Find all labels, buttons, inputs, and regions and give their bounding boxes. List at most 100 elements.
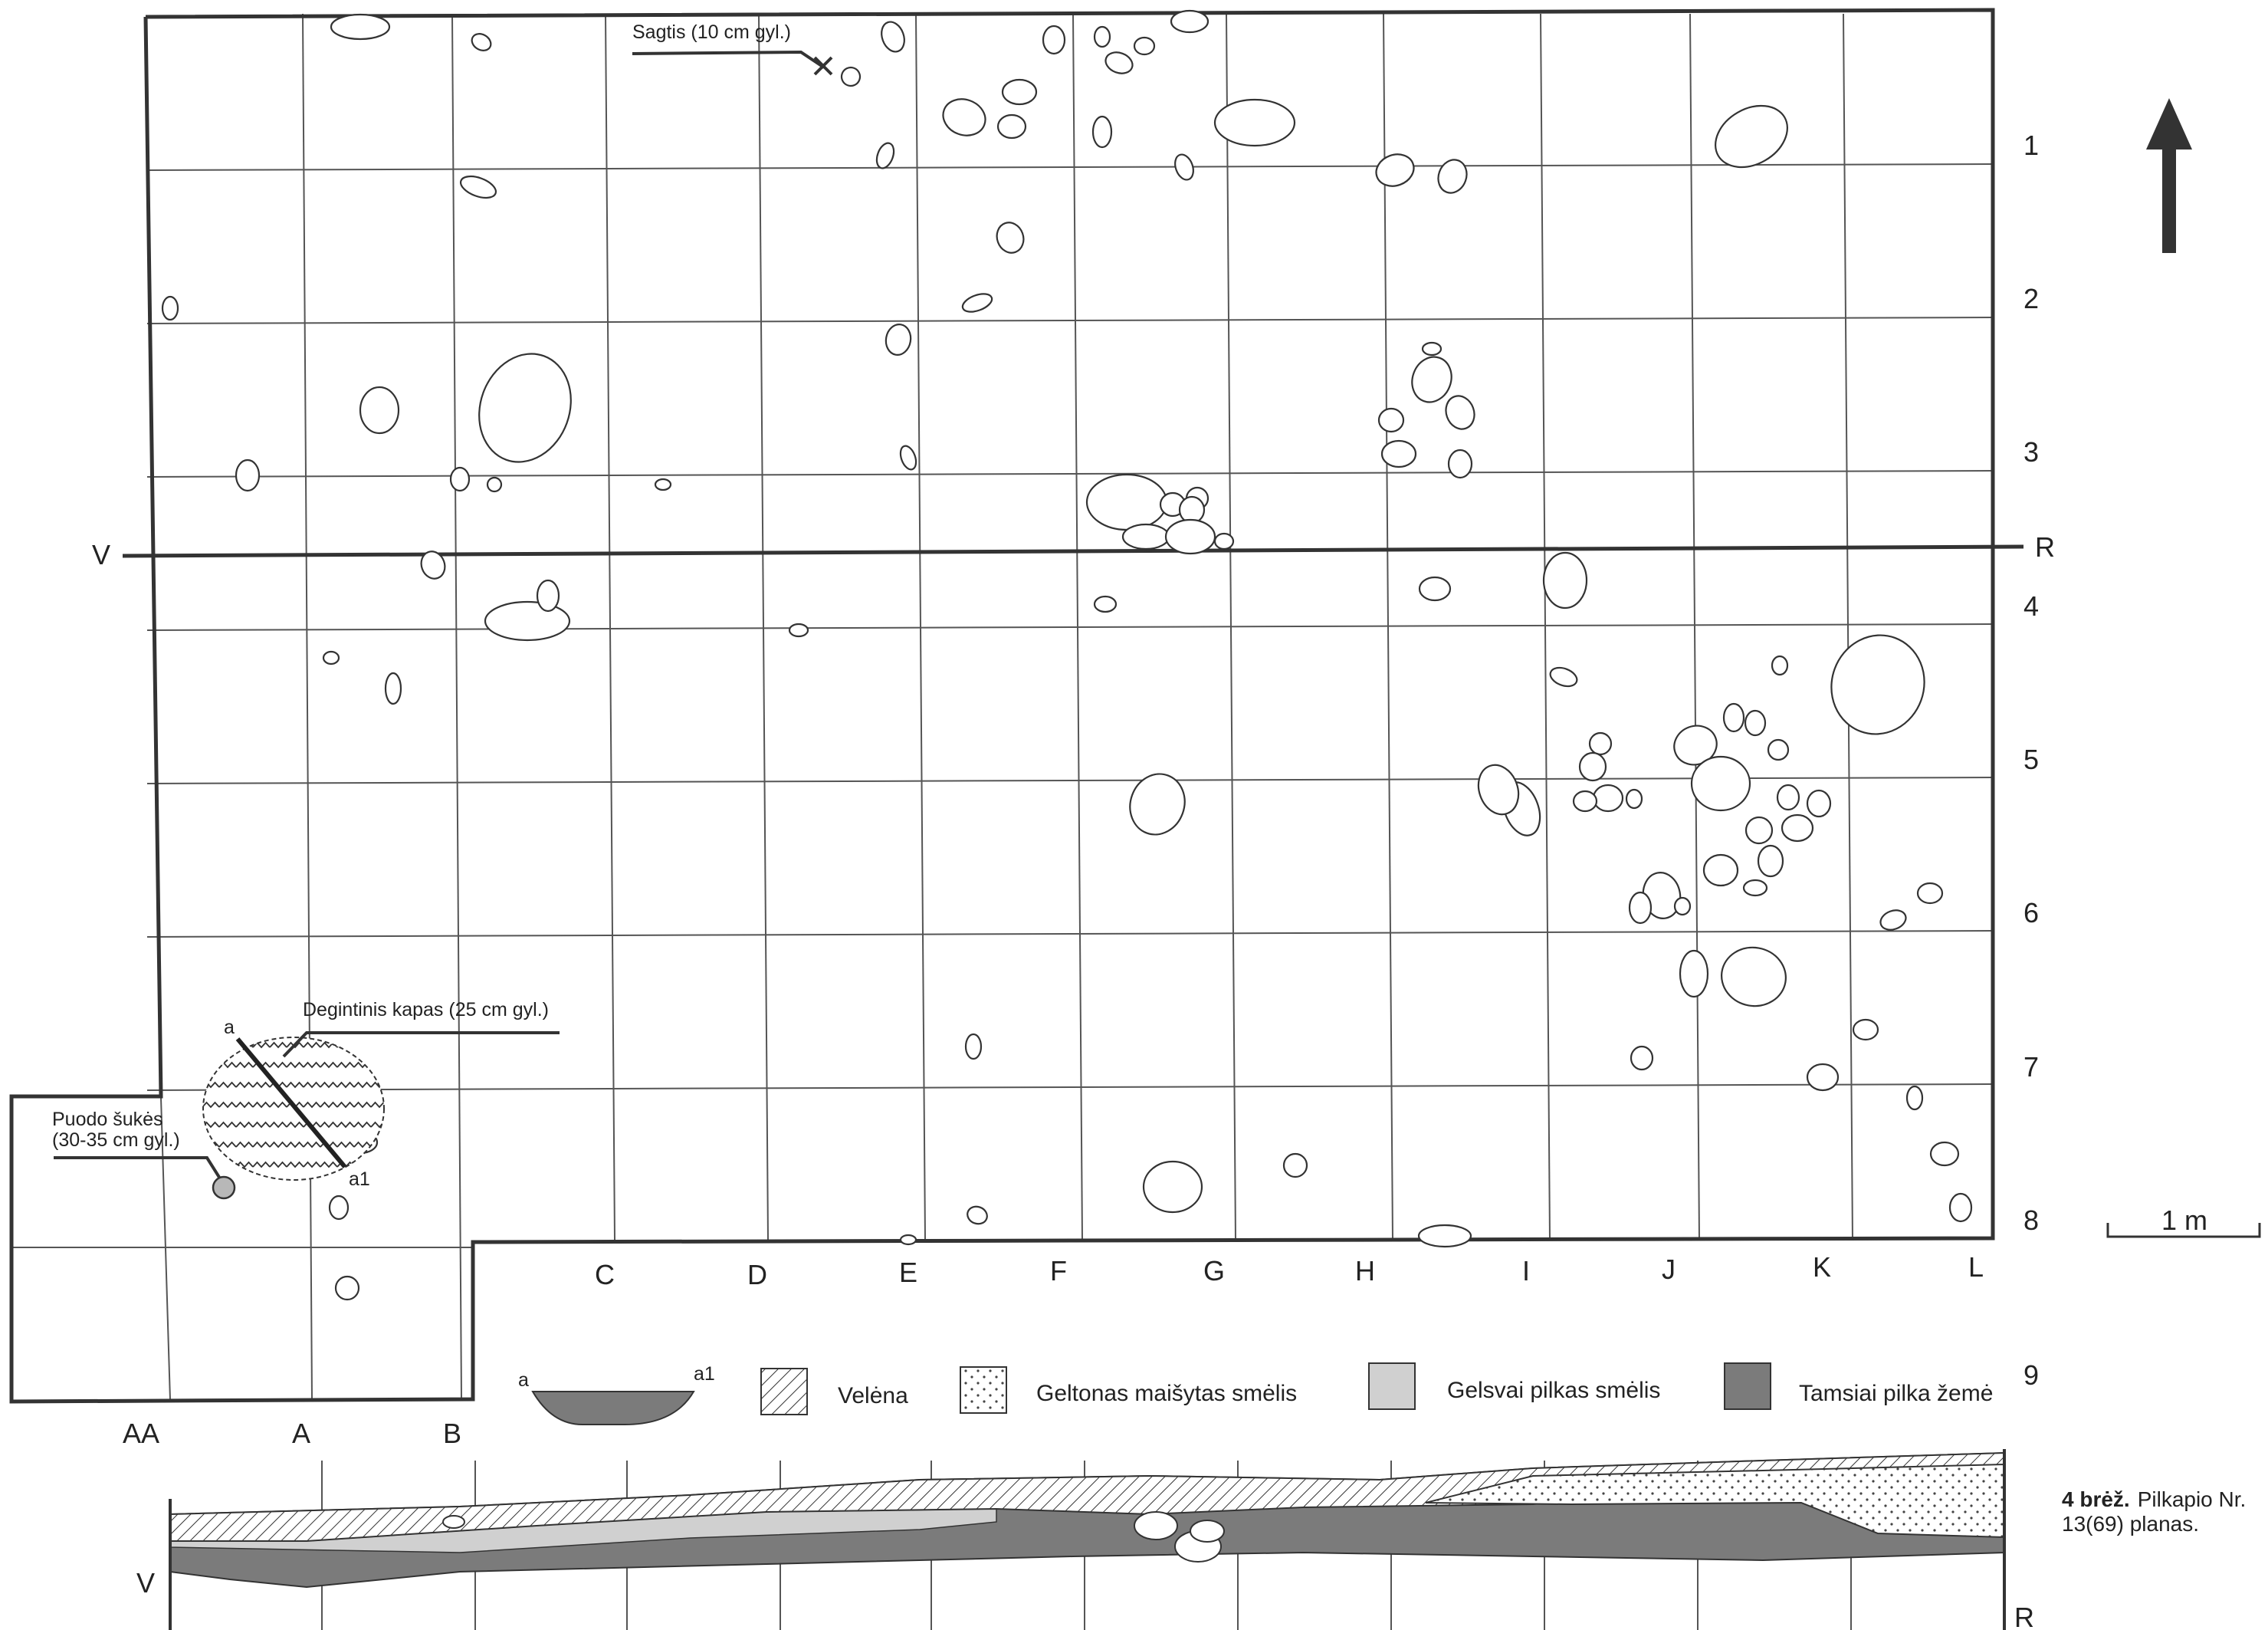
profile-start-label: V: [136, 1567, 155, 1599]
stone: [1447, 449, 1473, 479]
section-end-label: R: [2035, 531, 2055, 563]
stone: [1592, 784, 1624, 813]
stone: [1418, 576, 1452, 602]
column-labels: AA A B C D E F G H I J K L: [123, 1251, 1984, 1449]
figure-caption: 4 brėž. Pilkapio Nr. 13(69) planas.: [2062, 1487, 2246, 1536]
grid-line-vertical: [758, 13, 769, 1241]
row-label-5: 5: [2023, 744, 2039, 775]
grid-line-vertical: [451, 13, 462, 1401]
stone: [420, 550, 446, 580]
stone: [881, 21, 905, 53]
stone: [1164, 518, 1216, 555]
legend-swatch-tamsiai: [1724, 1362, 1771, 1410]
row-label-2: 2: [2023, 283, 2039, 314]
stone: [1121, 523, 1170, 550]
stone: [1702, 853, 1739, 887]
stone: [1174, 153, 1194, 181]
stone: [359, 386, 400, 435]
legend-swatch-velena: [760, 1368, 808, 1415]
stone: [840, 66, 862, 87]
column-label-g: G: [1203, 1255, 1225, 1287]
stone: [1572, 790, 1598, 813]
column-label-h: H: [1355, 1255, 1375, 1287]
stone: [942, 98, 986, 136]
stone: [1085, 473, 1168, 531]
stone: [328, 1195, 350, 1221]
sherd-marker: [212, 1175, 236, 1200]
column-label-i: I: [1522, 1255, 1530, 1287]
grid-line-horizontal: [146, 930, 1994, 938]
profile-stone: [1190, 1520, 1225, 1543]
stone: [1411, 356, 1452, 403]
stone: [996, 222, 1025, 254]
stone: [1948, 1192, 1973, 1223]
section-start-label: V: [92, 539, 110, 570]
find-sagtis: Sagtis (10 cm gyl.): [632, 21, 833, 76]
stone: [1380, 439, 1417, 468]
row-label-8: 8: [2023, 1204, 2039, 1236]
legend-profile-icon: a a1: [518, 1363, 715, 1425]
stone: [1771, 655, 1789, 676]
stone: [1767, 738, 1790, 761]
stone: [1445, 395, 1475, 430]
stone: [1757, 844, 1784, 878]
excavation-outline: [9, 8, 1995, 1404]
stone: [1170, 9, 1209, 34]
stone: [1879, 909, 1907, 931]
column-label-aa: AA: [123, 1418, 159, 1449]
column-label-d: D: [747, 1259, 767, 1290]
column-label-j: J: [1662, 1254, 1676, 1285]
stone: [961, 293, 993, 313]
stone: [459, 175, 497, 199]
puodo-label-line2: (30-35 cm gyl.): [52, 1129, 180, 1151]
legend-swatch-geltonas: [960, 1366, 1007, 1414]
grid-line-vertical: [160, 1097, 171, 1401]
grid-line-vertical: [605, 13, 615, 1241]
stones: [161, 9, 1973, 1301]
profile-end-label: R: [2014, 1602, 2034, 1630]
stone: [1213, 532, 1235, 550]
legend-profile-a: a: [518, 1369, 529, 1391]
legend-profile-a1: a1: [694, 1363, 715, 1385]
section-line: V R: [92, 531, 2055, 570]
stone: [330, 13, 391, 41]
stone: [235, 458, 261, 492]
stone: [1578, 751, 1607, 782]
profile-stone: [442, 1515, 465, 1529]
stone: [1830, 634, 1925, 735]
legend-swatch-gelsvai: [1368, 1362, 1416, 1410]
stone: [1133, 36, 1156, 56]
stone: [1091, 115, 1113, 149]
stone: [1625, 788, 1643, 810]
row-label-3: 3: [2023, 436, 2039, 468]
stone: [967, 1205, 988, 1225]
legend-label-geltonas: Geltonas maišytas smėlis: [1036, 1381, 1297, 1406]
stone: [334, 1275, 360, 1301]
stone: [1690, 755, 1751, 812]
legend-label-velena: Velėna: [838, 1383, 908, 1408]
stone: [1806, 789, 1832, 818]
grid-line-horizontal: [146, 470, 1994, 478]
grid-lines: [11, 13, 1994, 1401]
scale-bar: 1 m: [2106, 1204, 2261, 1238]
stone: [1421, 341, 1443, 357]
stone: [1721, 946, 1787, 1007]
row-label-9: 9: [2023, 1359, 2039, 1391]
column-label-e: E: [899, 1257, 917, 1288]
caption-line1: 4 brėž. Pilkapio Nr.: [2062, 1487, 2246, 1511]
legend: a a1 Velėna Geltonas maišytas smėlis Gel…: [518, 1362, 1993, 1425]
stone: [1905, 1085, 1924, 1111]
stone: [471, 33, 492, 51]
section-profile: V R: [136, 1449, 2034, 1630]
row-labels: 1 2 3 4 5 6 7 8 9: [2023, 130, 2039, 1391]
column-label-c: C: [595, 1259, 615, 1290]
row-label-4: 4: [2023, 590, 2039, 622]
grave-section-start: a: [224, 1017, 235, 1038]
stone: [486, 476, 503, 493]
stone: [536, 579, 560, 613]
stone: [1744, 709, 1767, 737]
grid-line-vertical: [1540, 13, 1551, 1241]
stone: [1213, 98, 1296, 147]
stone: [1630, 1045, 1654, 1071]
